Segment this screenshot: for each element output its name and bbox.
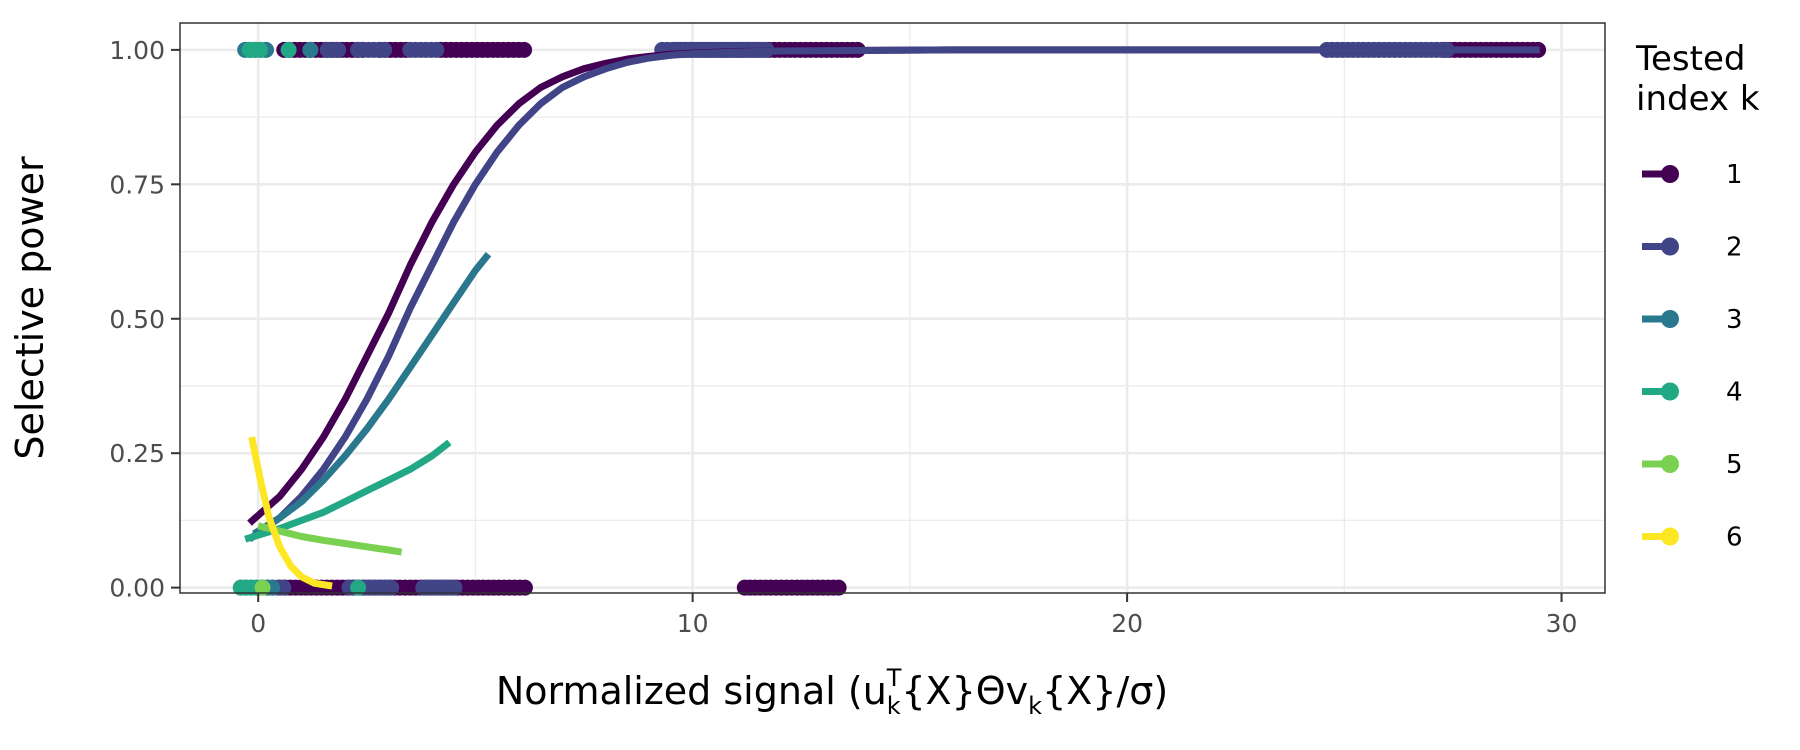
legend-entry-3: 3: [1642, 305, 1743, 335]
data-point: [302, 41, 319, 58]
legend-key-point: [1661, 527, 1679, 546]
legend-title: Tested: [1635, 39, 1745, 79]
x-title-text: Normalized signal (u: [496, 669, 887, 713]
y-tick-label: 0.00: [109, 574, 165, 603]
x-tick-label: 10: [677, 609, 709, 638]
y-tick-label: 0.75: [109, 170, 165, 199]
data-point: [330, 41, 347, 58]
legend-label: 4: [1726, 378, 1743, 408]
legend-key-point: [1661, 310, 1679, 328]
series-line-6: [248, 436, 333, 590]
plot-panel-border: [179, 22, 1606, 594]
data-point: [350, 579, 367, 596]
x-title-subscript: k: [1028, 692, 1042, 720]
series-line-3: [252, 251, 492, 537]
y-axis-title: Selective power: [8, 156, 52, 460]
axes: 0 10 20 30 0.00 0.25 0.50 0.75 1.00: [109, 36, 1577, 638]
data-point: [376, 41, 393, 58]
plot-panel-background: [180, 23, 1605, 593]
legend-entry-2: 2: [1642, 233, 1743, 263]
series-5: [254, 579, 271, 596]
data-point: [830, 579, 847, 596]
series-line-2: [247, 46, 1540, 543]
legend-key-point: [1661, 455, 1679, 473]
data-point: [251, 41, 268, 58]
x-axis-title: Normalized signal (ukT{X}Θvk{X}/σ): [496, 664, 1168, 720]
legend-key-point: [1661, 165, 1679, 183]
series-line-5: [257, 522, 403, 556]
data-point: [428, 41, 445, 58]
x-title-superscript: T: [886, 664, 902, 692]
legend-entry-4: 4: [1642, 378, 1743, 408]
data-point: [280, 41, 297, 58]
x-tick-label: 0: [250, 609, 266, 638]
legend-key-point: [1661, 237, 1679, 256]
legend-entry-6: 6: [1642, 523, 1743, 553]
data-point: [275, 579, 292, 596]
data-point: [254, 579, 271, 596]
legend-label: 6: [1726, 523, 1743, 553]
data-point: [446, 579, 463, 596]
legend-label: 1: [1726, 160, 1743, 190]
data-point: [516, 579, 533, 596]
legend-entry-1: 1: [1642, 160, 1743, 190]
x-title-text: {X}Θv: [901, 669, 1028, 713]
y-tick-label: 0.25: [109, 439, 165, 468]
legend-label: 5: [1726, 450, 1743, 480]
data-point: [383, 579, 400, 596]
x-title-text: {X}/σ): [1042, 669, 1168, 713]
series-line-4: [244, 439, 452, 543]
series-layer: [232, 41, 1547, 596]
data-point: [516, 41, 533, 58]
y-tick-label: 0.50: [109, 305, 165, 334]
grid-lines: [180, 23, 1605, 593]
legend-label: 3: [1726, 305, 1743, 335]
x-tick-label: 20: [1111, 609, 1143, 638]
legend-label: 2: [1726, 233, 1743, 263]
legend-key-point: [1661, 382, 1679, 401]
legend-title: index k: [1636, 79, 1760, 119]
legend-entry-5: 5: [1642, 450, 1743, 480]
x-tick-label: 30: [1546, 609, 1578, 638]
y-tick-label: 1.00: [109, 36, 165, 65]
x-title-subscript: k: [887, 692, 901, 720]
